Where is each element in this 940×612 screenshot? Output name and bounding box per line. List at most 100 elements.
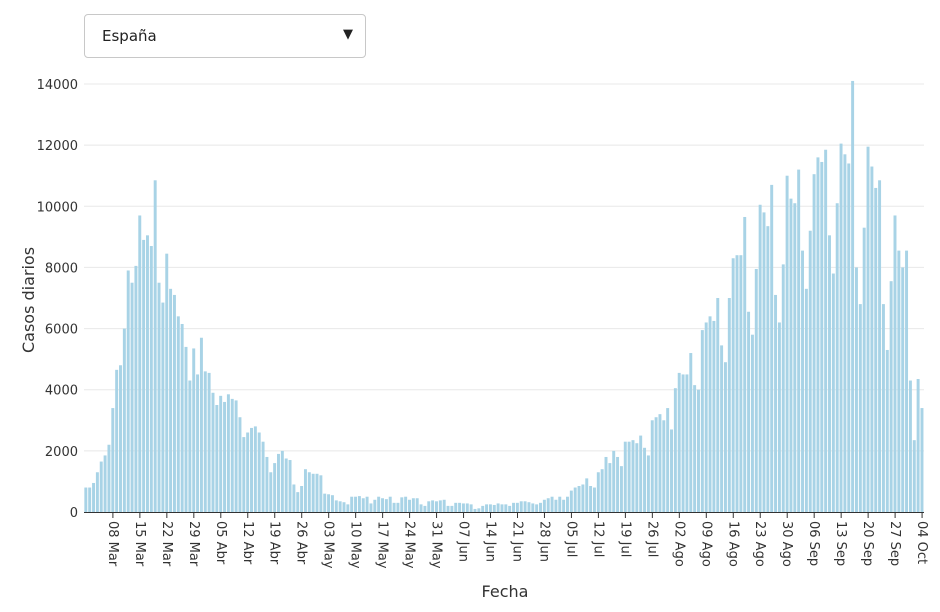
bar	[303, 469, 307, 512]
bar	[292, 484, 296, 512]
bar	[95, 472, 99, 512]
bar	[885, 349, 889, 512]
bar	[327, 494, 331, 512]
bar	[912, 440, 916, 512]
bar	[176, 316, 180, 512]
bar	[573, 487, 577, 512]
bar	[843, 154, 847, 512]
bar	[550, 496, 554, 512]
bar	[585, 478, 589, 512]
x-tick-label: 07 Jun	[456, 521, 471, 562]
bar	[700, 330, 704, 512]
bar	[392, 502, 396, 512]
bar	[369, 503, 373, 512]
bar	[831, 273, 835, 512]
y-tick-label: 10000	[37, 200, 78, 215]
bar	[735, 255, 739, 512]
bar	[207, 372, 211, 512]
bar	[812, 174, 816, 512]
bar	[801, 250, 804, 513]
bar	[581, 484, 585, 512]
bar	[708, 316, 712, 512]
bar	[184, 346, 188, 512]
bar	[758, 204, 762, 512]
x-tick-label: 26 Abr	[294, 521, 309, 565]
bar	[639, 435, 643, 512]
bar	[754, 268, 758, 512]
country-select[interactable]: España ▼	[84, 14, 366, 58]
bar	[847, 163, 851, 513]
bar	[103, 455, 107, 512]
bar	[627, 441, 631, 512]
x-tick-label: 02 Ago	[671, 521, 686, 567]
x-tick-label: 17 May	[375, 521, 390, 569]
bar	[361, 498, 365, 512]
bar	[396, 502, 400, 512]
bar	[712, 320, 716, 512]
bar	[770, 184, 774, 512]
x-tick-label: 28 Jun	[536, 521, 551, 562]
bar	[427, 501, 431, 512]
x-tick-label: 23 Ago	[752, 521, 767, 567]
triangle-down-icon: ▼	[343, 27, 353, 42]
bar	[523, 501, 527, 512]
bar	[253, 426, 257, 512]
bar	[365, 496, 369, 512]
bar	[434, 501, 438, 512]
bar	[288, 460, 292, 512]
bar	[851, 80, 855, 512]
bar	[485, 504, 489, 512]
x-tick-label: 31 May	[429, 521, 444, 569]
bar	[673, 388, 677, 512]
bar	[878, 180, 882, 513]
bar	[334, 500, 338, 512]
bar	[870, 166, 874, 513]
x-tick-label: 08 Mar	[105, 521, 120, 567]
bar	[107, 444, 111, 512]
bar	[693, 385, 697, 512]
y-tick-label: 6000	[45, 323, 78, 338]
bar	[500, 504, 504, 512]
x-tick-label: 13 Sep	[833, 521, 848, 566]
bar	[731, 258, 735, 512]
bar	[635, 443, 639, 512]
bar	[477, 508, 481, 512]
bar	[808, 230, 812, 513]
bar	[858, 304, 862, 512]
bar	[789, 198, 793, 512]
x-tick-label: 29 Mar	[186, 521, 201, 567]
bar	[562, 499, 566, 512]
x-tick-label: 05 Abr	[213, 521, 228, 565]
bar	[280, 450, 284, 512]
bar	[654, 417, 658, 512]
bar	[138, 215, 142, 512]
bar	[566, 496, 569, 512]
bar	[804, 288, 808, 512]
x-axis-title: Fecha	[482, 582, 529, 601]
bar	[354, 496, 358, 512]
bar	[920, 408, 924, 512]
bar	[130, 282, 134, 512]
bar	[777, 322, 781, 512]
bar	[481, 505, 485, 512]
x-tick-label: 16 Ago	[725, 521, 740, 567]
bar	[539, 502, 542, 512]
x-tick-label: 22 Mar	[159, 521, 174, 567]
x-tick-label: 26 Jul	[644, 521, 659, 557]
bar	[743, 216, 747, 513]
bar	[723, 362, 727, 512]
bar	[431, 500, 435, 512]
bar	[666, 408, 670, 512]
bar	[839, 143, 843, 513]
bar	[650, 420, 654, 512]
bar	[146, 235, 149, 512]
bar	[677, 372, 681, 512]
bar	[592, 487, 596, 512]
bar	[515, 502, 519, 512]
bar	[908, 380, 912, 512]
bar	[172, 294, 176, 512]
bar	[273, 463, 277, 512]
bar	[169, 288, 173, 512]
bar	[824, 149, 828, 513]
bar	[901, 267, 905, 512]
